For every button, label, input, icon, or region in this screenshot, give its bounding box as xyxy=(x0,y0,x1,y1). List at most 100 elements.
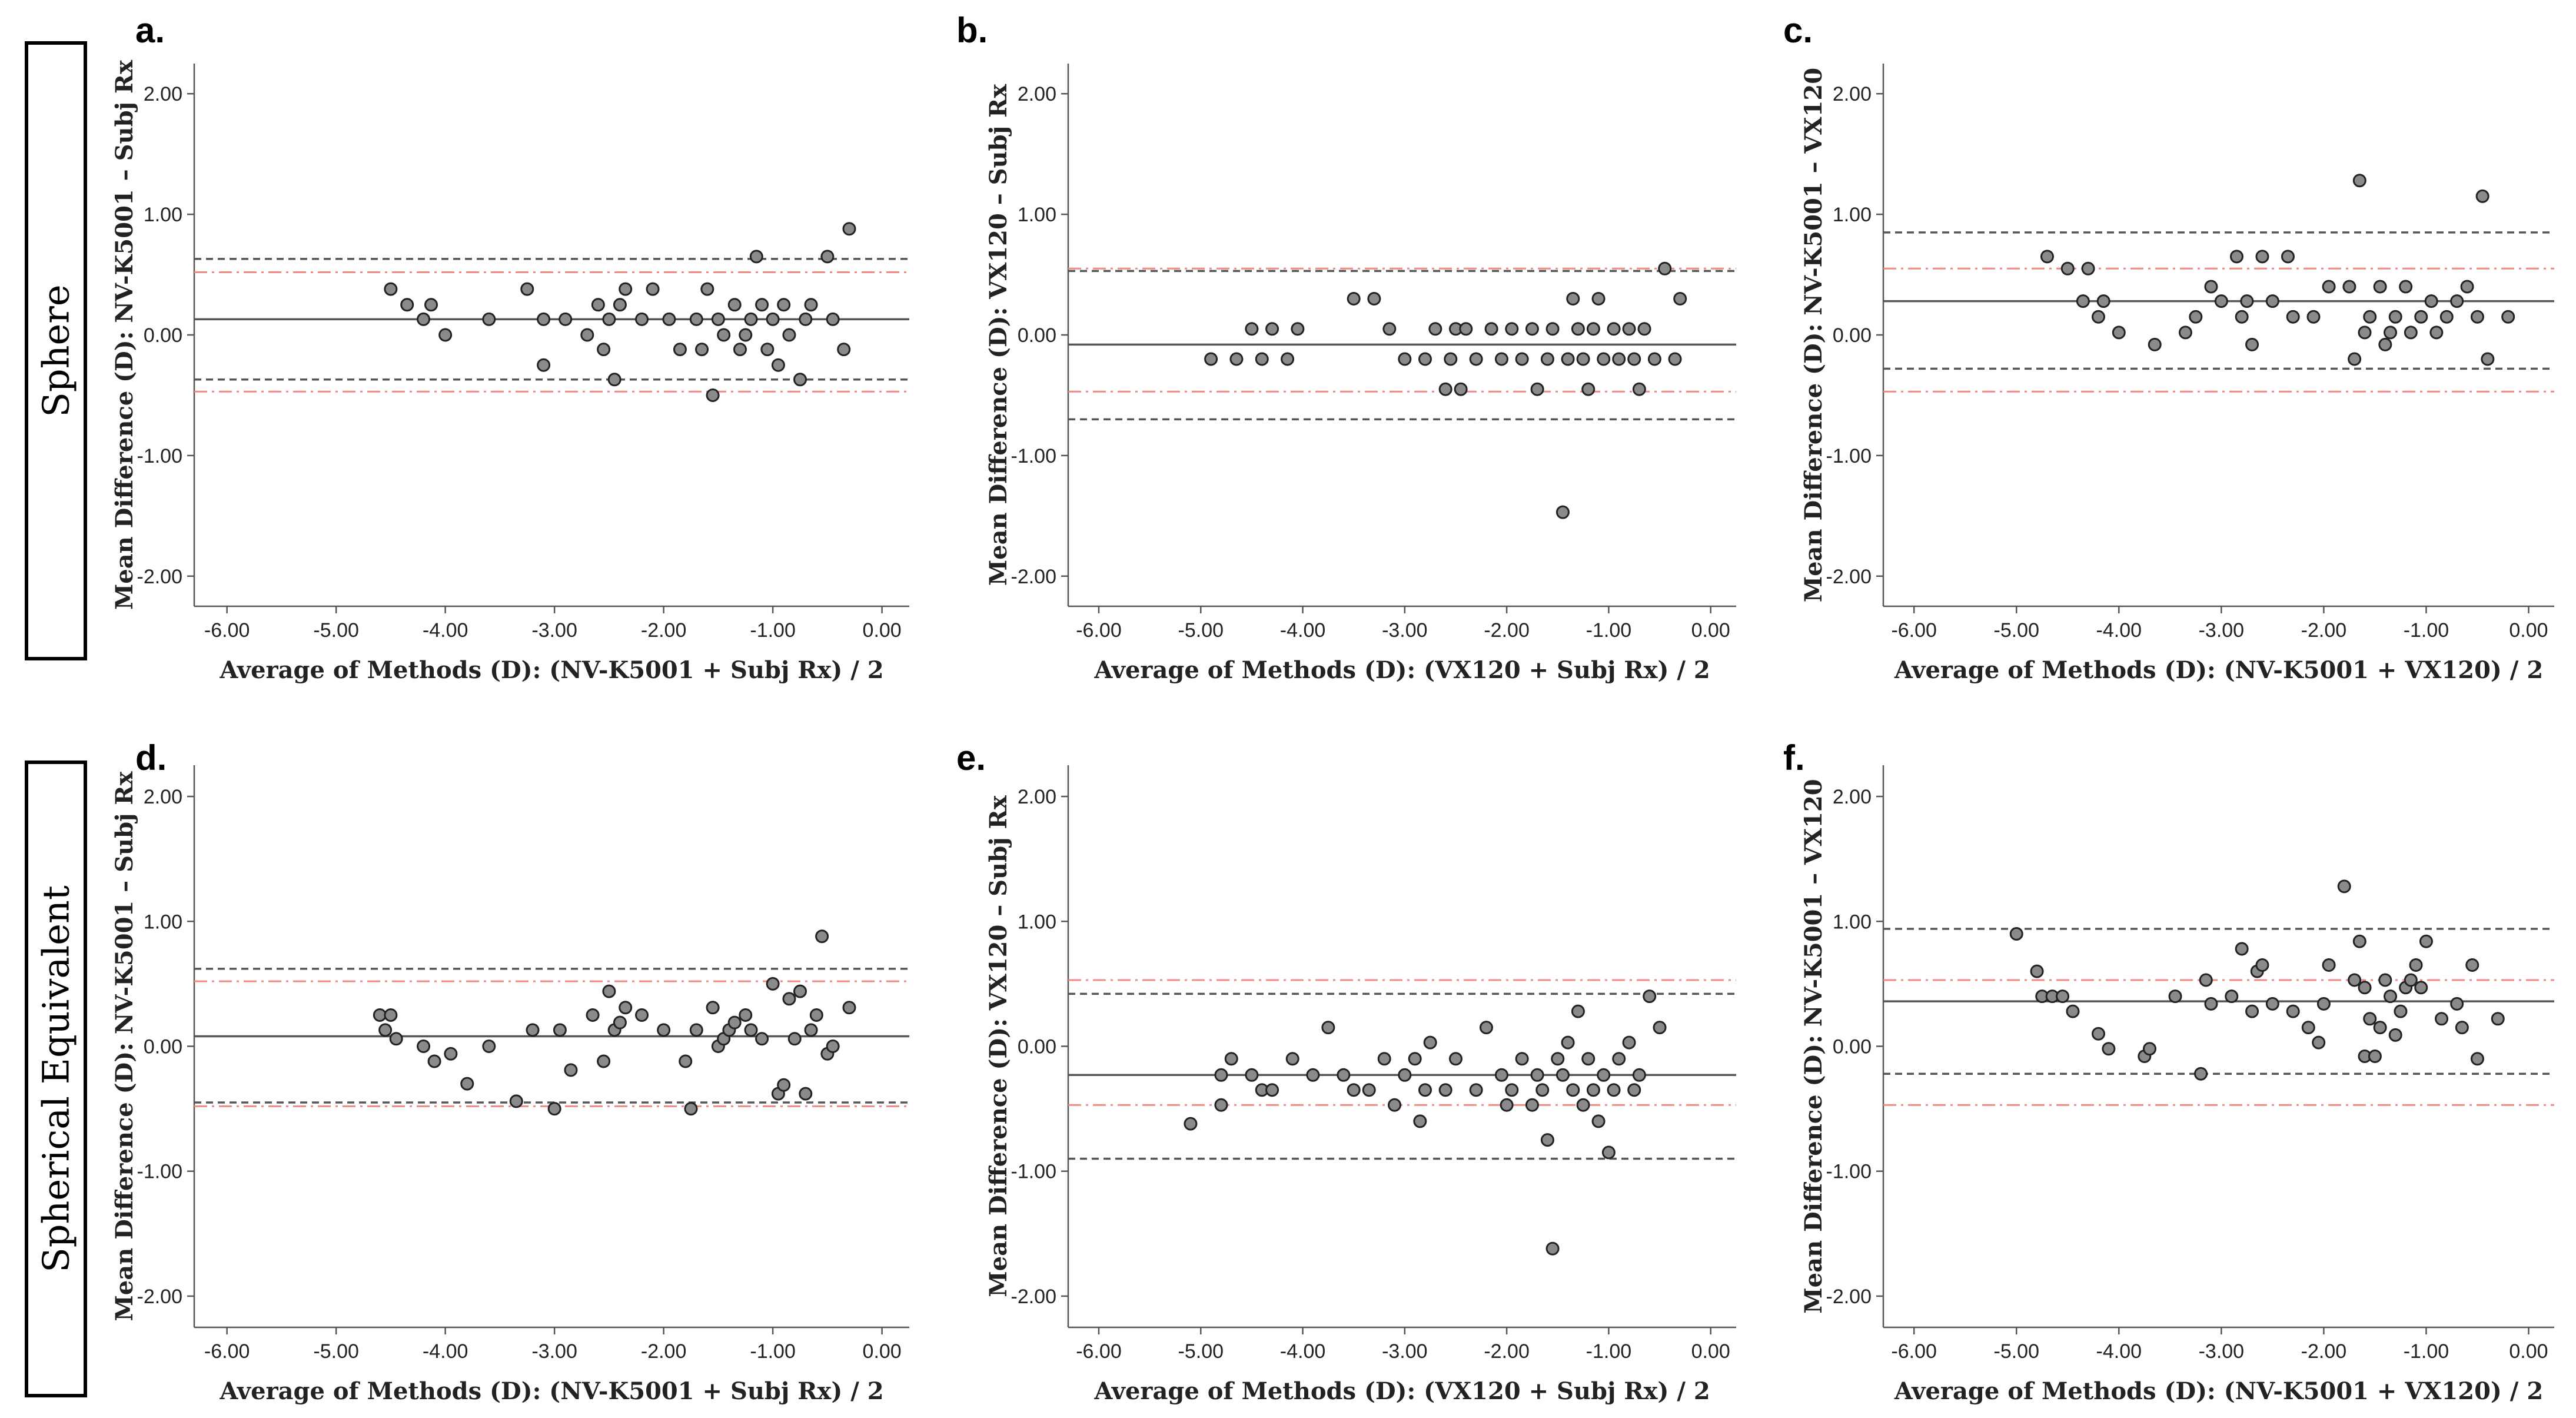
data-point xyxy=(1647,352,1661,366)
y-tick-label: 1.00 xyxy=(1833,911,1872,933)
data-point xyxy=(1627,352,1641,366)
data-point xyxy=(1494,352,1508,366)
x-tick-label: 0.00 xyxy=(1691,619,1730,642)
data-point xyxy=(837,343,851,357)
x-tick-label: -3.00 xyxy=(2199,619,2245,642)
data-point xyxy=(733,343,747,357)
data-point xyxy=(1337,1068,1351,1082)
data-point xyxy=(597,1054,611,1068)
data-point xyxy=(1367,292,1381,306)
data-point xyxy=(2460,280,2474,294)
data-point xyxy=(2378,337,2392,351)
data-point xyxy=(1204,352,1218,366)
y-tick-label: -1.00 xyxy=(1011,445,1057,467)
data-point xyxy=(2066,1004,2080,1018)
data-point xyxy=(2286,1004,2300,1018)
data-point xyxy=(760,343,775,357)
data-point xyxy=(717,328,731,342)
data-point xyxy=(700,282,714,296)
data-point xyxy=(2450,997,2464,1011)
data-point xyxy=(826,1040,840,1053)
data-point xyxy=(2225,989,2239,1004)
x-tick-label: -5.00 xyxy=(1178,619,1224,642)
data-point xyxy=(2399,280,2413,294)
data-point xyxy=(2040,250,2054,264)
data-point xyxy=(2470,310,2484,324)
data-point xyxy=(1454,382,1468,396)
data-point xyxy=(1505,322,1519,336)
data-point xyxy=(580,328,594,342)
data-point xyxy=(809,1008,823,1022)
data-point xyxy=(384,282,398,296)
x-tick-label: -2.00 xyxy=(641,1340,687,1363)
x-tick-label: 0.00 xyxy=(1691,1340,1730,1363)
data-point xyxy=(2178,326,2192,340)
panel-letter: d. xyxy=(135,738,167,778)
data-point xyxy=(2204,280,2218,294)
y-tick-label: 0.00 xyxy=(1018,1036,1056,1058)
data-point xyxy=(1612,1052,1626,1066)
data-point xyxy=(1377,1052,1391,1066)
x-tick-label: -3.00 xyxy=(531,619,577,642)
data-point xyxy=(1500,1098,1514,1112)
y-tick-label: 0.00 xyxy=(1833,324,1872,347)
y-axis-title: Mean Difference (D): NV-K5001 – VX120 xyxy=(1800,779,1827,1313)
data-point xyxy=(2312,1035,2326,1050)
data-point xyxy=(427,1054,441,1068)
data-point xyxy=(706,1001,720,1015)
y-axis-title: Mean Difference (D): NV-K5001 – Subj Rx xyxy=(111,59,138,610)
data-point xyxy=(657,1023,671,1037)
data-point xyxy=(1530,382,1544,396)
data-point xyxy=(2229,250,2243,264)
data-point xyxy=(727,1015,742,1030)
x-tick-label: -1.00 xyxy=(750,1340,796,1363)
y-tick-label: 1.00 xyxy=(144,911,182,933)
data-point xyxy=(739,1008,753,1022)
x-tick-label: -4.00 xyxy=(423,619,468,642)
y-axis-title: Mean Difference (D): NV-K5001 – VX120 xyxy=(1800,68,1827,602)
data-point xyxy=(782,328,796,342)
data-point xyxy=(1408,1052,1422,1066)
data-point xyxy=(378,1023,393,1037)
data-point xyxy=(2378,973,2392,987)
data-point xyxy=(2342,280,2356,294)
data-point xyxy=(597,343,611,357)
data-point xyxy=(1245,322,1259,336)
data-point xyxy=(1637,322,1651,336)
x-tick-label: -2.00 xyxy=(2301,619,2347,642)
data-point xyxy=(1571,1004,1585,1018)
data-point xyxy=(1627,1083,1641,1097)
data-point xyxy=(646,282,660,296)
data-point xyxy=(1423,1035,1437,1050)
data-point xyxy=(1321,1021,1335,1035)
y-tick-label: 1.00 xyxy=(144,204,182,226)
data-point xyxy=(673,343,687,357)
data-point xyxy=(2112,326,2126,340)
chart-panel-6: f. -2.00 -1.00 0.00 1.00 2.00 -6.00 -5.00 -4.00 -… xyxy=(1783,738,2554,1405)
data-point xyxy=(787,1032,802,1046)
data-point xyxy=(2470,1052,2484,1066)
data-point xyxy=(613,1015,627,1030)
data-point xyxy=(2240,294,2254,308)
y-tick-label: -1.00 xyxy=(1826,1161,1872,1183)
data-point xyxy=(2194,1067,2208,1081)
x-tick-label: -1.00 xyxy=(1586,619,1632,642)
chart-panel-1: a. -2.00 -1.00 0.00 1.00 2.00 -6.00 -5.00 -4.00 -… xyxy=(111,11,909,684)
data-point xyxy=(793,373,807,387)
data-point xyxy=(1586,1083,1600,1097)
data-point xyxy=(2168,989,2182,1004)
data-point xyxy=(1566,292,1580,306)
data-point xyxy=(1347,292,1361,306)
x-tick-label: -5.00 xyxy=(1994,1340,2040,1363)
y-axis-title: Mean Difference (D): VX120 – Subj Rx xyxy=(985,795,1012,1297)
data-point xyxy=(744,312,758,326)
data-point xyxy=(2306,310,2321,324)
data-point xyxy=(547,1102,561,1116)
data-point xyxy=(586,1008,600,1022)
x-axis-title: Average of Methods (D): (NV-K5001 + VX12… xyxy=(1894,1377,2543,1405)
data-point xyxy=(1581,382,1596,396)
data-point xyxy=(2301,1021,2315,1035)
data-point xyxy=(695,343,709,357)
x-tick-label: 0.00 xyxy=(2509,619,2548,642)
